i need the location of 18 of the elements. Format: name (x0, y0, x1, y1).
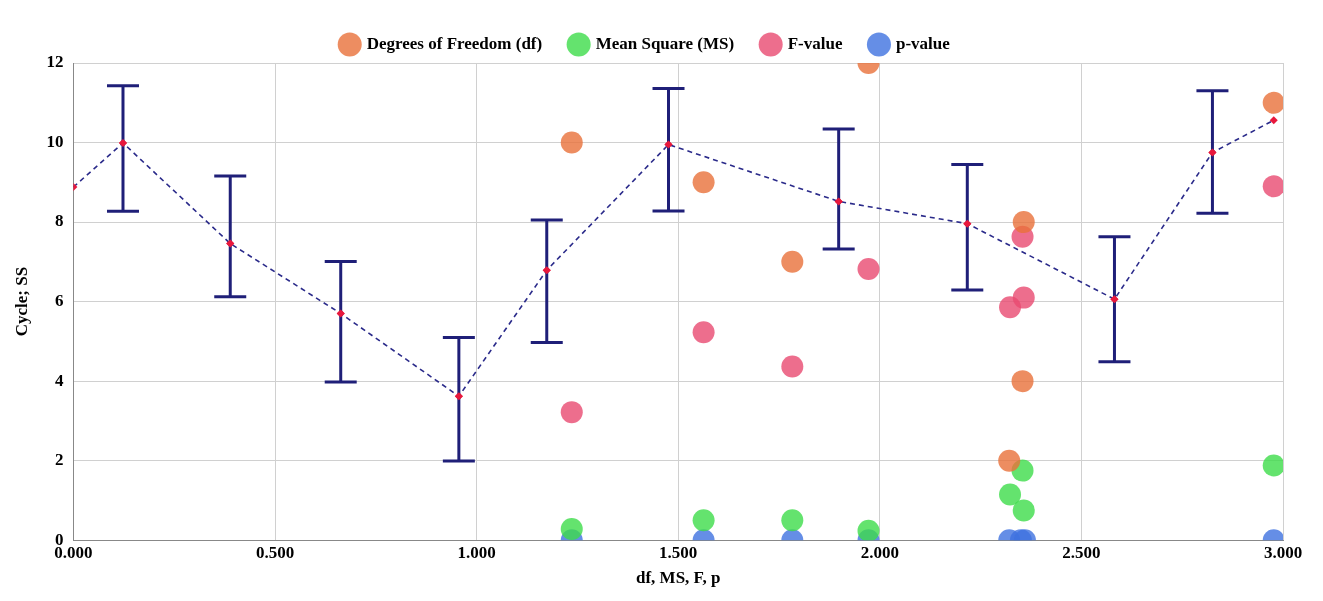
y-tick-label: 8 (54, 211, 64, 231)
y-tick-label: 12 (46, 52, 64, 72)
x-tick-label: 1.500 (659, 542, 698, 562)
y-tick-label: 2 (54, 450, 64, 470)
x-tick-label: 0.500 (255, 542, 295, 562)
x-axis-title: df, MS, F, p (636, 568, 721, 588)
legend-label: Degrees of Freedom (df) (366, 33, 543, 53)
legend-label: Mean Square (MS) (595, 33, 735, 53)
y-axis-title: Cycle; SS (11, 266, 31, 337)
y-tick-label: 6 (54, 290, 64, 310)
y-tick-label: 4 (54, 370, 64, 390)
x-tick-label: 2.500 (1062, 542, 1101, 562)
x-tick-label: 3.000 (1263, 542, 1303, 562)
x-tick-label: 1.000 (457, 542, 496, 562)
y-tick-label: 10 (46, 131, 64, 151)
legend-label: F-value (787, 33, 843, 53)
legend-label: p-value (895, 33, 951, 53)
x-tick-label: 2.000 (860, 542, 899, 562)
